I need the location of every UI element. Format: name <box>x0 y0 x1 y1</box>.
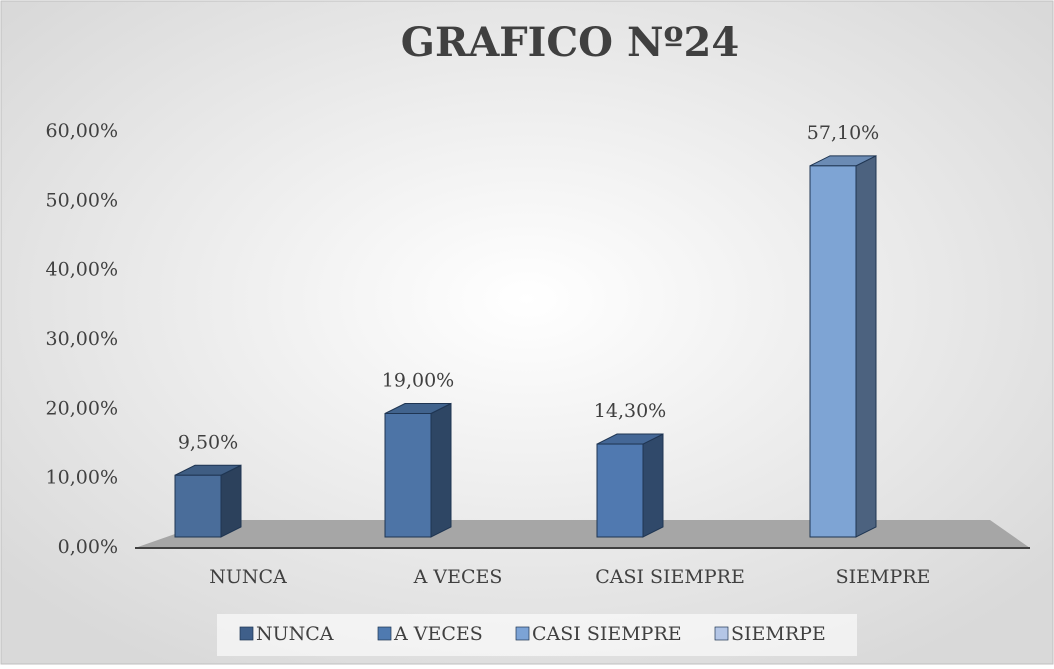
bar <box>174 464 242 538</box>
bar <box>596 433 664 538</box>
legend-swatch <box>714 626 729 641</box>
legend-swatch <box>377 626 392 641</box>
bar-side <box>642 433 664 538</box>
chart-title: GRAFICO Nº24 <box>401 19 739 66</box>
y-tick-label: 0,00% <box>58 536 118 558</box>
y-tick-label: 30,00% <box>46 328 118 350</box>
bar-side <box>220 464 242 538</box>
legend-box <box>217 614 857 656</box>
y-tick-label: 50,00% <box>46 189 118 211</box>
x-tick-label: CASI SIEMPRE <box>595 566 745 588</box>
legend-label: NUNCA <box>256 623 334 645</box>
data-label: 57,10% <box>807 122 879 144</box>
bar-front <box>384 413 432 538</box>
legend-label: CASI SIEMPRE <box>532 623 682 645</box>
x-tick-label: SIEMPRE <box>836 566 931 588</box>
floor <box>135 520 1030 548</box>
legend-label: SIEMRPE <box>731 623 826 645</box>
bar-front <box>174 474 222 538</box>
x-tick-label: NUNCA <box>209 566 287 588</box>
y-tick-label: 60,00% <box>46 120 118 142</box>
bar <box>809 155 877 538</box>
y-tick-label: 20,00% <box>46 397 118 419</box>
data-label: 14,30% <box>594 400 666 422</box>
data-label: 19,00% <box>382 370 454 392</box>
bar <box>384 402 452 538</box>
bar-front <box>809 165 857 538</box>
data-label: 9,50% <box>178 431 238 453</box>
legend-swatch <box>515 626 530 641</box>
bar-side <box>430 402 452 538</box>
y-tick-label: 40,00% <box>46 259 118 281</box>
x-tick-label: A VECES <box>413 566 503 588</box>
bar-side <box>855 155 877 538</box>
legend-swatch <box>239 626 254 641</box>
y-tick-label: 10,00% <box>46 467 118 489</box>
legend-label: A VECES <box>393 623 483 645</box>
bar-front <box>596 443 644 538</box>
